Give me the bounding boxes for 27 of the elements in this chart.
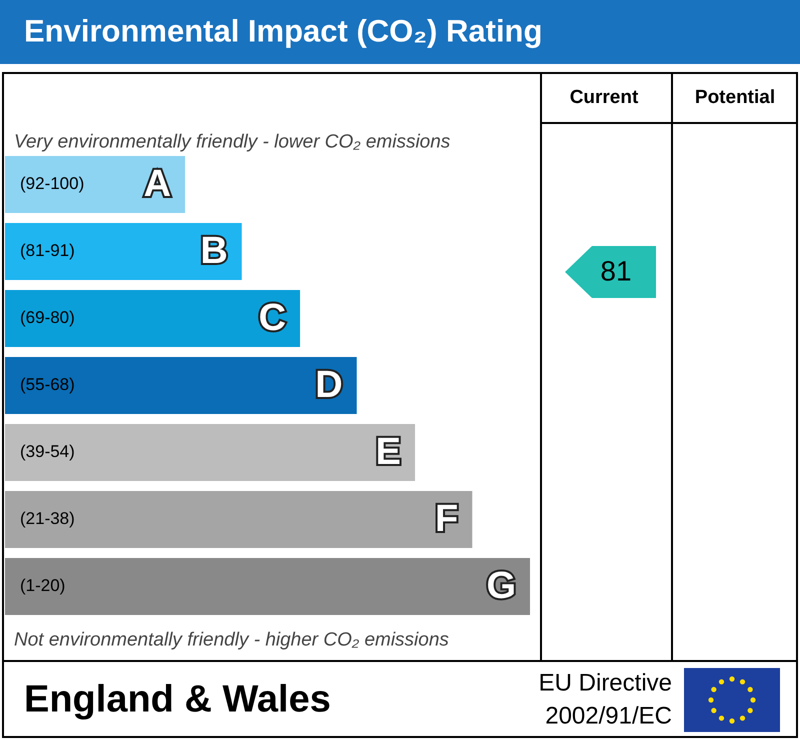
bar [5, 491, 472, 548]
text: 2002/91/EC [545, 702, 672, 730]
bar [5, 290, 300, 347]
text: Not environmentally friendly - higher CO₂ emissions [14, 629, 450, 650]
annotation: (92-100) [20, 174, 84, 194]
chart-title: Environmental Impact (CO₂) Rating [24, 14, 542, 49]
y-tick-label: F [435, 498, 458, 540]
annotation: (81-91) [20, 241, 75, 260]
y-tick-label: D [315, 364, 343, 406]
y-tick-label: E [376, 430, 402, 473]
annotation: (21-38) [20, 509, 75, 528]
annotation: (39-54) [20, 442, 75, 462]
text: EU Directive [538, 670, 672, 697]
bar [5, 223, 242, 280]
bar [5, 558, 530, 615]
bar [5, 357, 357, 414]
y-tick-label: C [258, 296, 286, 339]
annotation: Very environmentally friendly - lower CO₂ emissions [14, 131, 451, 152]
y-tick-label: A [144, 162, 172, 205]
bar [5, 156, 186, 213]
y-tick-label: G [486, 564, 516, 607]
y-tick-label: B [200, 230, 228, 272]
bar [5, 424, 416, 481]
text: England & Wales [24, 678, 331, 720]
annotation: (1-20) [20, 576, 66, 596]
annotation: (55-68) [20, 375, 75, 394]
annotation: (69-80) [20, 308, 75, 328]
